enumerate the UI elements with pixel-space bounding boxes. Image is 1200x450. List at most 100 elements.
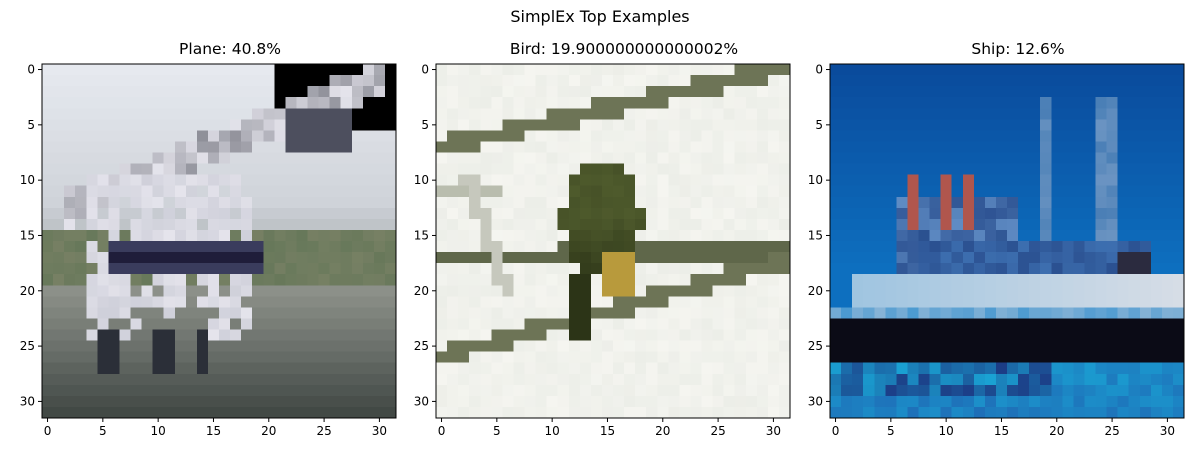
pixel [579, 174, 592, 187]
pixel [841, 241, 853, 253]
pixel [984, 296, 997, 308]
pixel [1172, 130, 1185, 142]
pixel [513, 119, 525, 131]
pixel [1018, 285, 1030, 297]
pixel [86, 384, 98, 397]
pixel [745, 274, 758, 286]
pixel [185, 318, 198, 330]
pixel [458, 119, 470, 131]
pixel [885, 207, 897, 220]
pixel [1128, 373, 1141, 386]
pixel [163, 130, 176, 142]
pixel [362, 163, 375, 176]
pixel [307, 119, 319, 131]
pixel [42, 130, 54, 142]
pixel [973, 119, 986, 131]
pixel [480, 406, 492, 419]
pixel [745, 285, 758, 297]
pixel [940, 296, 953, 308]
pixel [1106, 64, 1119, 76]
pixel [119, 362, 131, 375]
pixel [767, 130, 780, 142]
pixel [690, 373, 702, 386]
pixel [874, 318, 886, 330]
pixel [635, 174, 647, 187]
pixel [207, 196, 220, 209]
pixel [207, 119, 220, 131]
pixel [329, 296, 342, 308]
pixel [1150, 263, 1163, 275]
pixel [384, 141, 397, 153]
pixel [546, 108, 559, 120]
pixel [1051, 285, 1063, 297]
pixel [1117, 351, 1130, 364]
pixel [1018, 130, 1030, 142]
pixel [119, 340, 131, 353]
y-tick-label: 10 [414, 173, 429, 187]
pixel [767, 329, 780, 341]
pixel [896, 185, 908, 198]
pixel [568, 207, 581, 220]
pixel [646, 318, 658, 330]
pixel [951, 241, 964, 253]
pixel [174, 362, 187, 375]
pixel [384, 307, 397, 319]
pixel [885, 241, 897, 253]
pixel [929, 218, 942, 231]
pixel [491, 218, 503, 231]
pixel [469, 373, 481, 386]
pixel [1128, 185, 1141, 198]
pixel [42, 252, 54, 264]
pixel [1018, 174, 1030, 187]
pixel [141, 362, 154, 375]
pixel [1018, 329, 1030, 341]
pixel [1117, 384, 1130, 397]
pixel [984, 229, 997, 242]
pixel [230, 130, 242, 142]
pixel [373, 296, 386, 308]
pixel [340, 119, 353, 131]
pixel [590, 86, 603, 98]
pixel [351, 207, 364, 220]
pixel [86, 141, 98, 153]
pixel [384, 340, 397, 353]
pixel [1095, 218, 1107, 231]
pixel [174, 152, 187, 164]
pixel [601, 285, 614, 297]
pixel [657, 351, 669, 364]
pixel [1084, 285, 1096, 297]
pixel [1073, 185, 1085, 198]
pixel [995, 362, 1008, 375]
pixel [1018, 373, 1030, 386]
pixel [108, 97, 120, 109]
pixel [1117, 163, 1130, 176]
pixel [152, 152, 165, 164]
pixel [1062, 75, 1074, 87]
pixel [767, 185, 780, 198]
pixel [852, 75, 864, 87]
pixel [185, 185, 198, 198]
pixel [174, 119, 187, 131]
pixel [513, 307, 525, 319]
pixel [524, 318, 536, 330]
pixel [546, 130, 559, 142]
pixel [885, 64, 897, 76]
pixel [1139, 75, 1152, 87]
pixel [940, 75, 953, 87]
pixel [918, 384, 930, 397]
pixel [756, 406, 769, 419]
pixel [918, 296, 930, 308]
pixel [624, 406, 636, 419]
pixel [329, 97, 342, 109]
pixel [362, 86, 375, 98]
pixel [307, 362, 319, 375]
pixel [940, 252, 953, 264]
pixel [668, 163, 680, 176]
pixel [679, 241, 691, 253]
pixel [929, 263, 942, 275]
pixel [502, 263, 514, 275]
pixel [995, 152, 1008, 164]
pixel [745, 108, 758, 120]
pixel [1172, 263, 1185, 275]
pixel [1007, 395, 1019, 408]
